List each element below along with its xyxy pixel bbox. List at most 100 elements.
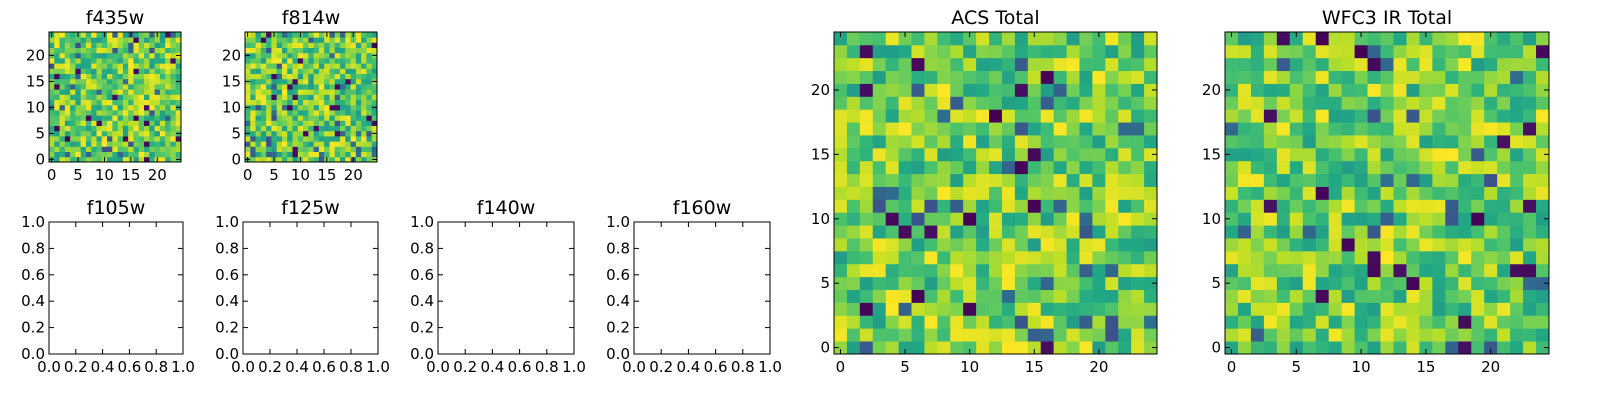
heatmap-cell [128, 120, 134, 126]
heatmap-cell [75, 42, 82, 48]
heatmap-cell [313, 125, 320, 132]
heatmap-cell [313, 47, 320, 54]
heatmap-cell [54, 130, 60, 137]
heatmap-cell [1445, 212, 1459, 226]
heatmap-cell [345, 130, 351, 137]
heatmap-cell [1276, 199, 1291, 213]
heatmap-cell [128, 89, 134, 95]
heatmap-cell [54, 42, 60, 48]
heatmap-cell [1380, 135, 1394, 149]
heatmap-cell [255, 58, 262, 64]
heatmap-cell [1328, 238, 1343, 252]
heatmap-cell [266, 89, 272, 95]
heatmap-cell [292, 58, 299, 64]
heatmap-cell [1053, 160, 1067, 175]
heatmap-cell [101, 151, 108, 158]
heatmap-cell [1144, 173, 1158, 187]
heatmap-cell [834, 199, 848, 213]
heatmap-cell [1250, 109, 1265, 123]
heatmap-cell [64, 73, 71, 80]
heatmap-cell [59, 63, 66, 69]
heatmap-cell [101, 99, 108, 106]
heatmap-cell [1328, 32, 1343, 46]
heatmap-cell [260, 125, 267, 132]
heatmap-cell [54, 156, 60, 163]
heatmap-cell [266, 47, 272, 54]
x-tick-label: 5 [73, 166, 83, 184]
heatmap-cell [1276, 341, 1291, 355]
heatmap-cell [1497, 225, 1511, 239]
heatmap-cell [371, 136, 378, 142]
heatmap-cell [834, 44, 848, 59]
heatmap-cell [1484, 328, 1498, 342]
heatmap-cell [885, 147, 899, 162]
heatmap-cell [345, 110, 351, 116]
heatmap-cell [266, 63, 272, 69]
heatmap-cell [59, 125, 66, 132]
heatmap-cell [70, 68, 76, 74]
heatmap-cell [1419, 212, 1433, 226]
heatmap-cell [1432, 225, 1446, 239]
heatmap-cell [80, 146, 87, 152]
heatmap-cell [1066, 238, 1080, 252]
heatmap-cell [250, 73, 256, 80]
heatmap-cell [313, 89, 320, 95]
heatmap-cell [885, 96, 899, 110]
heatmap-cell [1523, 263, 1537, 278]
heatmap-cell [1341, 83, 1355, 97]
heatmap-cell [989, 238, 1003, 252]
heatmap-cell [340, 32, 346, 38]
heatmap-cell [1066, 225, 1080, 239]
heatmap-cell [872, 32, 887, 46]
heatmap-cell [989, 199, 1003, 213]
heatmap-cell [303, 104, 309, 111]
heatmap-cell [112, 110, 119, 116]
heatmap-cell [1289, 122, 1304, 136]
heatmap-cell [329, 89, 336, 95]
heatmap-cell [1484, 315, 1498, 329]
heatmap-cell [255, 89, 262, 95]
heatmap-cell [1406, 212, 1420, 226]
heatmap-cell [1014, 135, 1029, 149]
heatmap-cell [1263, 173, 1278, 187]
heatmap-cell [144, 141, 150, 147]
heatmap-cell [266, 125, 272, 132]
y-tick-label: 0.8 [606, 239, 630, 257]
heatmap-cell [250, 104, 256, 111]
heatmap-cell [872, 96, 887, 110]
heatmap-cell [128, 130, 134, 137]
heatmap-cell [989, 83, 1003, 97]
heatmap-cell [1510, 302, 1524, 316]
heatmap-cell [859, 341, 874, 355]
heatmap-cell [1053, 341, 1067, 355]
heatmap-cell [49, 37, 55, 43]
heatmap-cell [271, 58, 278, 64]
heatmap-cell [1354, 238, 1368, 252]
heatmap-cell [1079, 199, 1093, 213]
heatmap-cell [1354, 328, 1368, 342]
heatmap-cell [846, 263, 861, 278]
heatmap-cell [154, 141, 161, 147]
heatmap-cell [91, 146, 97, 152]
heatmap-cell [340, 110, 346, 116]
heatmap-cell [64, 68, 71, 74]
heatmap-cell [107, 47, 113, 54]
heatmap-cell [1497, 199, 1511, 213]
heatmap-cell [834, 263, 848, 278]
heatmap-cell [340, 47, 346, 54]
heatmap-cell [303, 146, 309, 152]
heatmap-cell [85, 58, 92, 64]
heatmap-cell [1263, 122, 1278, 136]
heatmap-cell [1263, 315, 1278, 329]
heatmap-cell [112, 58, 119, 64]
heatmap-cell [950, 238, 964, 252]
heatmap-cell [85, 104, 92, 111]
heatmap-cell [1406, 199, 1420, 213]
heatmap-cell [1014, 289, 1029, 303]
heatmap-cell [1001, 44, 1016, 59]
heatmap-cell [1341, 32, 1355, 46]
heatmap-cell [898, 186, 912, 200]
heatmap-cell [117, 136, 124, 142]
